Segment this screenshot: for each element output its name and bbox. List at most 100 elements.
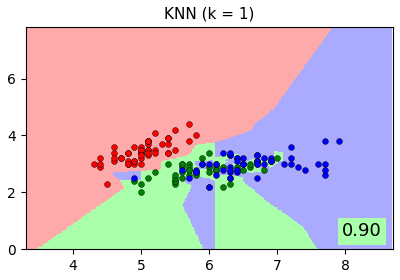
Point — [165, 150, 172, 155]
Point — [186, 139, 192, 143]
Point — [260, 162, 267, 166]
Point — [165, 162, 172, 166]
Point — [131, 176, 138, 180]
Point — [254, 159, 260, 163]
Point — [138, 148, 144, 152]
Point — [322, 162, 328, 166]
Title: KNN (k = 1): KNN (k = 1) — [164, 7, 254, 22]
Point — [267, 159, 274, 163]
Point — [267, 159, 274, 163]
Point — [220, 167, 226, 172]
Point — [138, 162, 144, 166]
Point — [104, 182, 110, 186]
Point — [145, 148, 151, 152]
Point — [131, 162, 138, 166]
Point — [322, 167, 328, 172]
Point — [254, 162, 260, 166]
Point — [145, 153, 151, 158]
Point — [288, 144, 294, 149]
Point — [145, 176, 151, 180]
Point — [145, 142, 151, 146]
Point — [131, 144, 138, 149]
Point — [186, 176, 192, 180]
Point — [192, 170, 199, 175]
Point — [145, 139, 151, 143]
Point — [213, 167, 219, 172]
Point — [226, 167, 233, 172]
Point — [172, 182, 178, 186]
Point — [206, 162, 212, 166]
Point — [260, 156, 267, 160]
Point — [226, 170, 233, 175]
Point — [172, 176, 178, 180]
Point — [233, 167, 240, 172]
Point — [192, 170, 199, 175]
Point — [322, 173, 328, 178]
Point — [213, 173, 219, 178]
Point — [152, 150, 158, 155]
Point — [206, 165, 212, 169]
Point — [145, 148, 151, 152]
Point — [97, 165, 104, 169]
Point — [254, 176, 260, 180]
Point — [165, 136, 172, 141]
Point — [165, 150, 172, 155]
Point — [213, 167, 219, 172]
Point — [124, 150, 131, 155]
Point — [220, 150, 226, 155]
Point — [124, 150, 131, 155]
Point — [138, 144, 144, 149]
Point — [206, 170, 212, 175]
Point — [186, 162, 192, 166]
Point — [179, 176, 185, 180]
Point — [288, 156, 294, 160]
Point — [281, 162, 287, 166]
Point — [213, 165, 219, 169]
Point — [138, 153, 144, 158]
Point — [233, 165, 240, 169]
Point — [254, 159, 260, 163]
Point — [131, 159, 138, 163]
Point — [288, 162, 294, 166]
Point — [124, 159, 131, 163]
Point — [274, 156, 280, 160]
Point — [186, 167, 192, 172]
Text: 0.90: 0.90 — [342, 222, 382, 241]
Point — [111, 159, 117, 163]
Point — [199, 162, 206, 166]
Point — [233, 156, 240, 160]
Point — [240, 167, 246, 172]
Point — [138, 148, 144, 152]
Point — [165, 136, 172, 141]
Point — [220, 165, 226, 169]
Point — [233, 167, 240, 172]
Point — [233, 170, 240, 175]
Point — [301, 167, 308, 172]
Point — [152, 170, 158, 175]
Point — [240, 162, 246, 166]
Point — [172, 179, 178, 183]
Point — [186, 122, 192, 126]
Point — [192, 170, 199, 175]
Point — [172, 179, 178, 183]
Point — [254, 159, 260, 163]
Point — [179, 170, 185, 175]
Point — [260, 167, 267, 172]
Point — [315, 162, 321, 166]
Point — [226, 150, 233, 155]
Point — [179, 162, 185, 166]
Point — [206, 185, 212, 189]
Point — [199, 162, 206, 166]
Point — [131, 179, 138, 183]
Point — [138, 156, 144, 160]
Point — [179, 167, 185, 172]
Point — [247, 162, 253, 166]
Point — [186, 173, 192, 178]
Point — [172, 148, 178, 152]
Point — [240, 162, 246, 166]
Point — [226, 176, 233, 180]
Point — [152, 130, 158, 135]
Point — [254, 162, 260, 166]
Point — [152, 148, 158, 152]
Point — [213, 162, 219, 166]
